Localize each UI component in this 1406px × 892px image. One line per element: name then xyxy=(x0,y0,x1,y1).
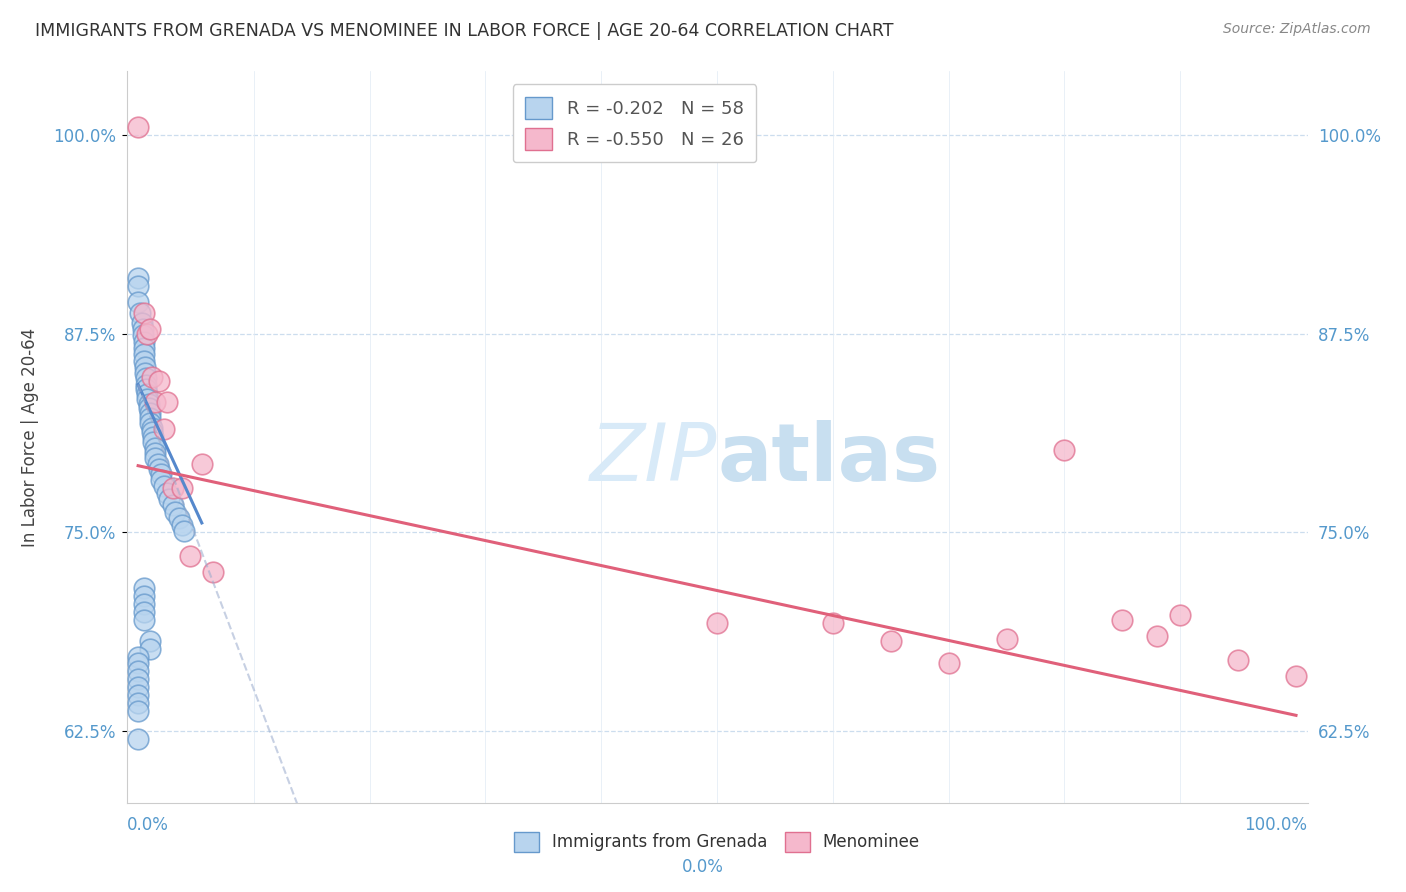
Point xyxy=(145,441,167,455)
Point xyxy=(148,462,170,476)
Point xyxy=(132,306,155,320)
Point xyxy=(138,322,160,336)
Point xyxy=(138,411,160,425)
Point xyxy=(127,294,149,309)
Point xyxy=(141,369,163,384)
Point xyxy=(150,467,173,481)
Point xyxy=(145,395,167,409)
Text: 0.0%: 0.0% xyxy=(127,815,169,833)
Point xyxy=(132,589,155,603)
Text: 100.0%: 100.0% xyxy=(1244,815,1308,833)
Point xyxy=(706,616,728,631)
Text: 0.0%: 0.0% xyxy=(682,858,724,876)
Point xyxy=(141,420,163,434)
Point xyxy=(134,367,156,381)
Point xyxy=(127,696,149,710)
Text: ZIP: ZIP xyxy=(589,420,717,498)
Point xyxy=(165,505,187,519)
Point xyxy=(134,360,156,375)
Point xyxy=(1168,608,1191,623)
Point xyxy=(1111,613,1133,627)
Point xyxy=(440,859,463,873)
Point xyxy=(156,485,179,500)
Point xyxy=(132,328,155,343)
Text: IMMIGRANTS FROM GRENADA VS MENOMINEE IN LABOR FORCE | AGE 20-64 CORRELATION CHAR: IMMIGRANTS FROM GRENADA VS MENOMINEE IN … xyxy=(35,22,894,40)
Point xyxy=(148,375,170,389)
Point xyxy=(136,392,159,406)
Point xyxy=(138,401,160,416)
Point xyxy=(173,524,195,538)
Text: Source: ZipAtlas.com: Source: ZipAtlas.com xyxy=(1223,22,1371,37)
Point xyxy=(132,581,155,595)
Point xyxy=(995,632,1018,646)
Point xyxy=(127,704,149,718)
Point xyxy=(202,566,225,580)
Point xyxy=(138,406,160,420)
Point xyxy=(132,605,155,619)
Point xyxy=(138,633,160,648)
Point xyxy=(127,680,149,694)
Point xyxy=(880,633,903,648)
Point xyxy=(127,279,149,293)
Point xyxy=(157,492,180,507)
Point xyxy=(145,446,167,460)
Point xyxy=(191,457,214,471)
Point xyxy=(1285,668,1308,682)
Point xyxy=(1053,442,1076,457)
Point xyxy=(127,688,149,702)
Point xyxy=(138,397,160,411)
Point xyxy=(172,481,194,495)
Point xyxy=(127,672,149,686)
Point xyxy=(179,549,201,564)
Point xyxy=(132,334,155,349)
Point xyxy=(150,473,173,487)
Point xyxy=(172,517,194,532)
Y-axis label: In Labor Force | Age 20-64: In Labor Force | Age 20-64 xyxy=(21,327,39,547)
Point xyxy=(152,422,174,436)
Point xyxy=(138,416,160,430)
Point xyxy=(132,322,155,336)
Point xyxy=(129,306,152,320)
Legend: Immigrants from Grenada, Menominee: Immigrants from Grenada, Menominee xyxy=(506,823,928,860)
Point xyxy=(138,641,160,656)
Point xyxy=(162,499,184,513)
Point xyxy=(135,383,157,397)
Point xyxy=(135,371,157,385)
Point xyxy=(146,457,169,471)
Point xyxy=(156,395,179,409)
Text: atlas: atlas xyxy=(717,420,941,498)
Point xyxy=(127,271,149,285)
Point xyxy=(127,649,149,664)
Point xyxy=(127,120,149,134)
Point xyxy=(127,664,149,678)
Point xyxy=(152,479,174,493)
Point xyxy=(167,511,190,525)
Point xyxy=(131,316,153,330)
Point xyxy=(135,377,157,392)
Point xyxy=(132,347,155,361)
Point xyxy=(132,341,155,355)
Point xyxy=(142,434,165,449)
Point xyxy=(142,430,165,444)
Point xyxy=(938,656,960,670)
Point xyxy=(1227,653,1250,667)
Point xyxy=(127,732,149,747)
Point xyxy=(132,353,155,368)
Point xyxy=(127,656,149,670)
Point xyxy=(821,616,844,631)
Point xyxy=(1146,629,1168,643)
Point xyxy=(145,450,167,465)
Point xyxy=(136,387,159,401)
Point xyxy=(141,425,163,440)
Point xyxy=(132,613,155,627)
Point xyxy=(136,326,159,341)
Point xyxy=(132,597,155,611)
Point xyxy=(162,481,184,495)
